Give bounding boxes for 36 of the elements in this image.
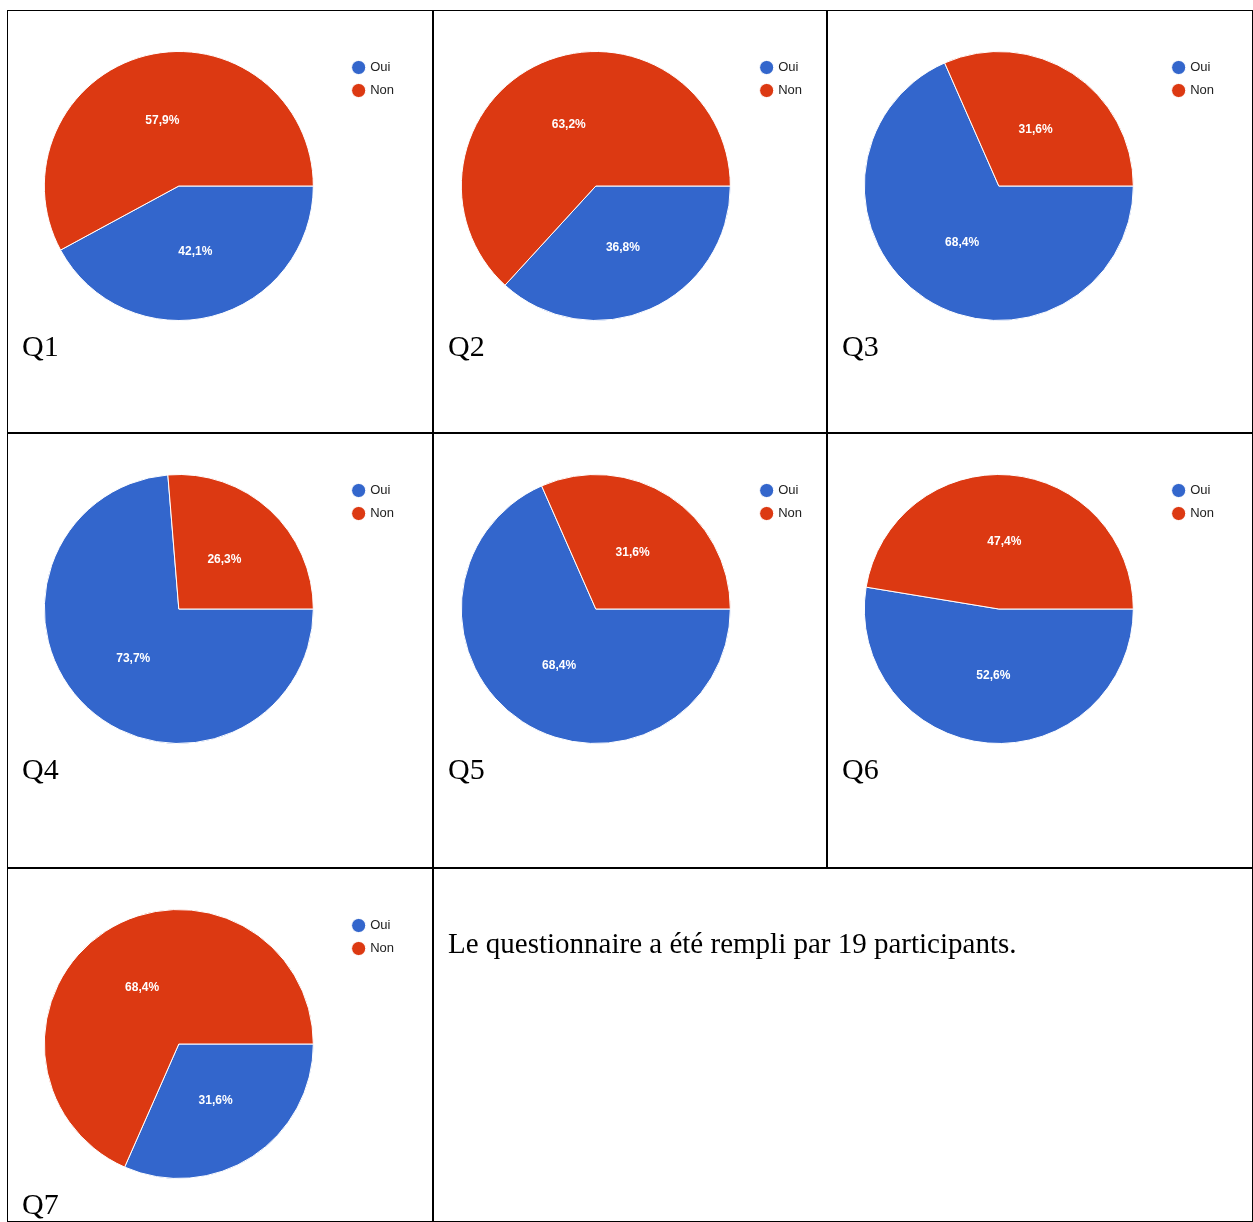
data-label: 31,6%	[1018, 121, 1053, 136]
legend-label: Oui	[778, 59, 799, 75]
text: Le questionnaire a été rempli par 19 participants.	[448, 927, 1018, 960]
data-label: 52,6%	[976, 668, 1011, 683]
data-label: 26,3%	[207, 551, 242, 566]
legend-label: Non	[370, 82, 395, 98]
legend-label: Non	[778, 82, 803, 98]
legend-label: Non	[1190, 82, 1215, 98]
legend-label: Oui	[370, 917, 391, 933]
data-label: 63,2%	[551, 116, 587, 131]
legend-label: Non	[778, 505, 803, 521]
text: Q4	[22, 752, 59, 786]
data-label: 68,4%	[125, 979, 160, 994]
data-label: 31,6%	[615, 544, 650, 559]
text: Q6	[842, 752, 879, 786]
legend-label: Oui	[778, 482, 799, 498]
legend-label: Oui	[1190, 59, 1211, 75]
legend-label: Non	[370, 505, 395, 521]
text: Q1	[22, 329, 59, 363]
legend-label: Oui	[370, 59, 391, 75]
data-label: 47,4%	[987, 534, 1022, 549]
data-label: 57,9%	[145, 113, 180, 128]
text: Q2	[448, 329, 485, 363]
legend-label: Non	[370, 940, 395, 956]
text: Q3	[842, 329, 879, 363]
data-label: 68,4%	[945, 234, 980, 249]
data-label: 42,1%	[178, 243, 213, 258]
text: Q5	[448, 752, 485, 786]
data-label: 68,4%	[542, 657, 577, 672]
text: Q7	[22, 1187, 59, 1221]
legend-label: Oui	[1190, 482, 1211, 498]
legend-label: Oui	[370, 482, 391, 498]
data-label: 31,6%	[198, 1092, 233, 1107]
data-label: 73,7%	[116, 650, 151, 665]
data-label: 36,8%	[605, 239, 641, 254]
legend-label: Non	[1190, 505, 1215, 521]
